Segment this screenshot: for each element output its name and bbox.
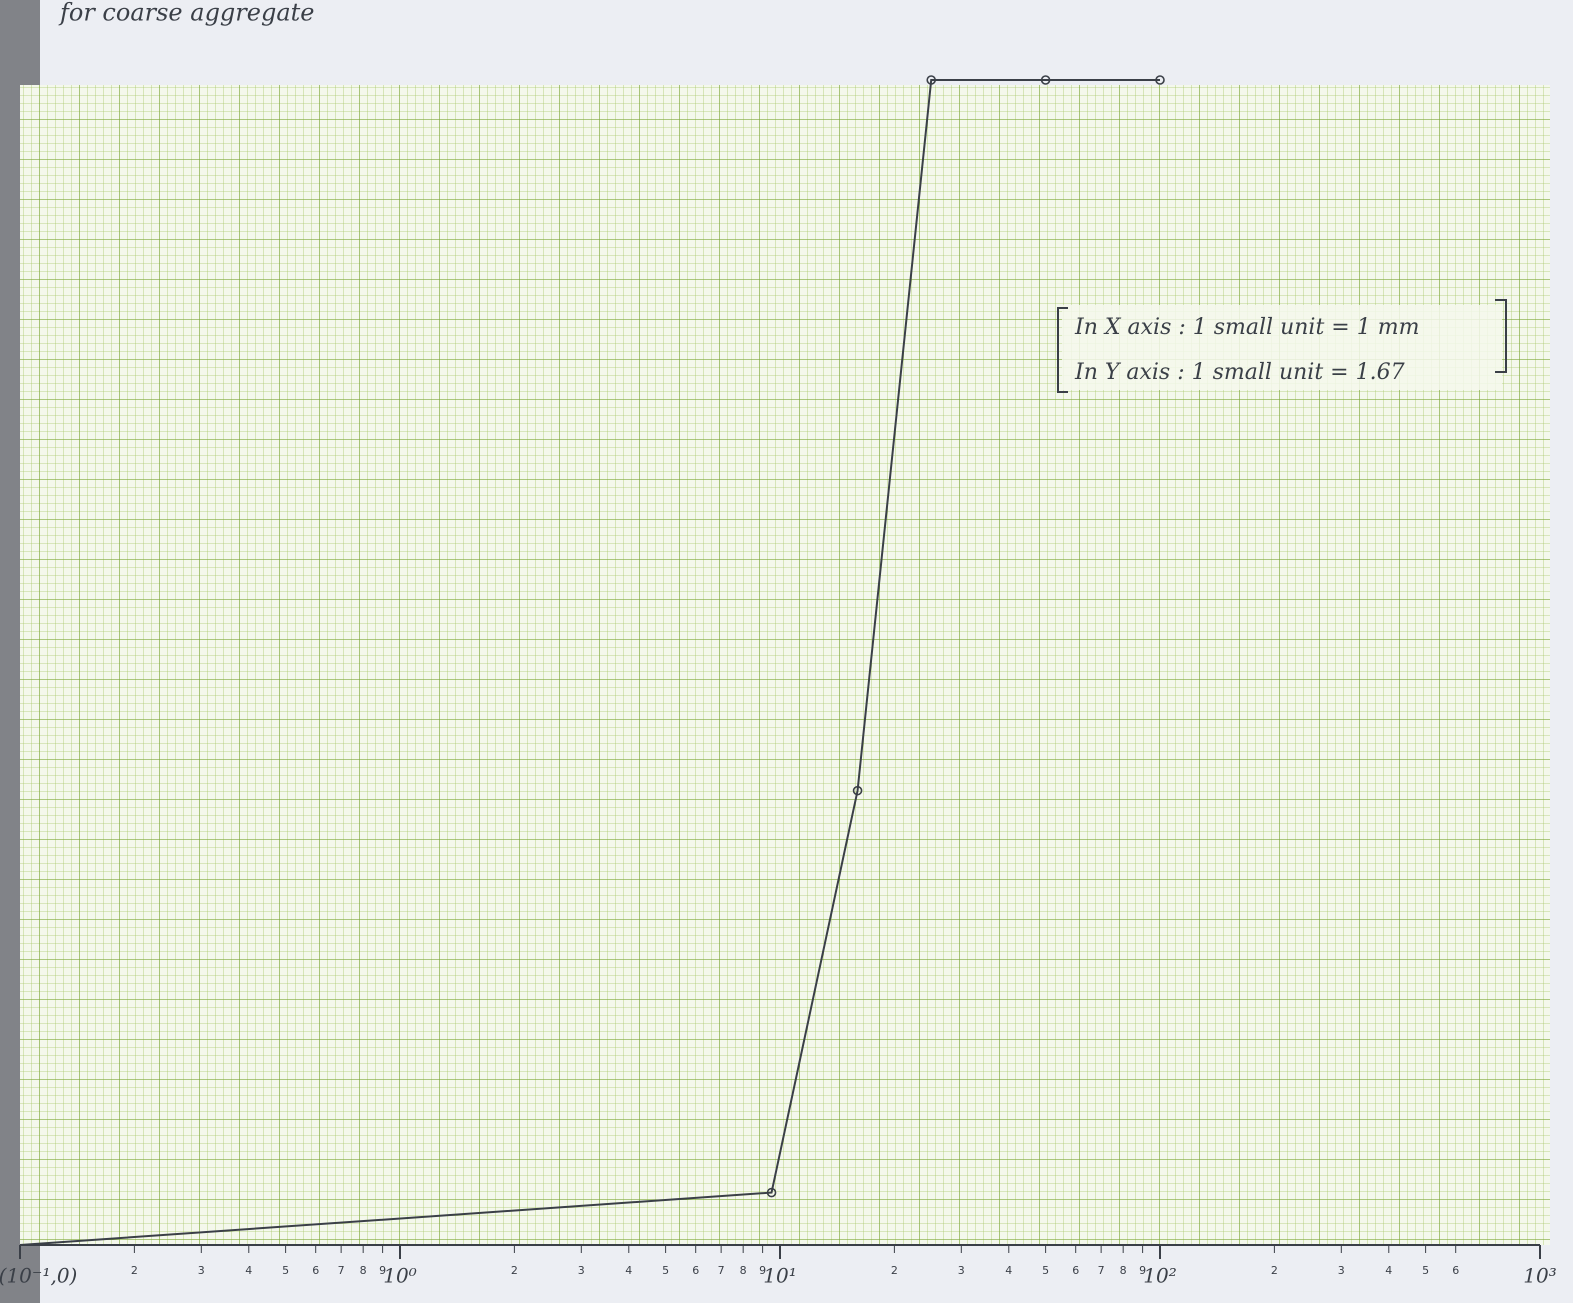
x-tick-label: 5	[1042, 1264, 1049, 1277]
x-tick-label: (10⁻¹,0)	[0, 1264, 77, 1288]
x-tick-label: 2	[891, 1264, 898, 1277]
x-tick-label: 6	[1072, 1264, 1079, 1277]
x-tick-label: 7	[718, 1264, 725, 1277]
x-tick-label: 4	[1385, 1264, 1392, 1277]
x-tick-label: 7	[338, 1264, 345, 1277]
chart-title: for coarse aggregate	[58, 0, 314, 27]
x-tick-label: 5	[662, 1264, 669, 1277]
x-tick-label: 4	[245, 1264, 252, 1277]
x-tick-label: 2	[131, 1264, 138, 1277]
annotation: In X axis : 1 small unit = 1 mm	[1074, 315, 1419, 340]
x-tick-label: 3	[578, 1264, 585, 1277]
x-tick-label: 6	[692, 1264, 699, 1277]
x-tick-label: 10³	[1523, 1264, 1556, 1288]
x-tick-label: 3	[1338, 1264, 1345, 1277]
x-tick-label: 7	[1098, 1264, 1105, 1277]
x-tick-label: 8	[1120, 1264, 1127, 1277]
x-tick-label: 8	[740, 1264, 747, 1277]
x-tick-label: 10¹	[763, 1264, 796, 1288]
x-tick-label: 3	[958, 1264, 965, 1277]
x-tick-label: 2	[511, 1264, 518, 1277]
grid-major	[20, 85, 1550, 1245]
annotation: In Y axis : 1 small unit = 1.67	[1074, 360, 1405, 385]
annotation-box: In X axis : 1 small unit = 1 mm In Y axis…	[1058, 300, 1506, 392]
x-tick-label: 10²	[1143, 1264, 1176, 1288]
chart: for coarse aggregate In X axis : 1 small…	[0, 0, 1573, 1303]
x-tick-label: 6	[312, 1264, 319, 1277]
x-tick-label: 10⁰	[383, 1264, 416, 1288]
x-tick-label: 6	[1452, 1264, 1459, 1277]
x-tick-label: 4	[1005, 1264, 1012, 1277]
x-tick-label: 8	[360, 1264, 367, 1277]
x-tick-label: 5	[282, 1264, 289, 1277]
x-tick-label: 4	[625, 1264, 632, 1277]
x-tick-label: 5	[1422, 1264, 1429, 1277]
x-tick-label: 2	[1271, 1264, 1278, 1277]
x-tick-label: 3	[198, 1264, 205, 1277]
